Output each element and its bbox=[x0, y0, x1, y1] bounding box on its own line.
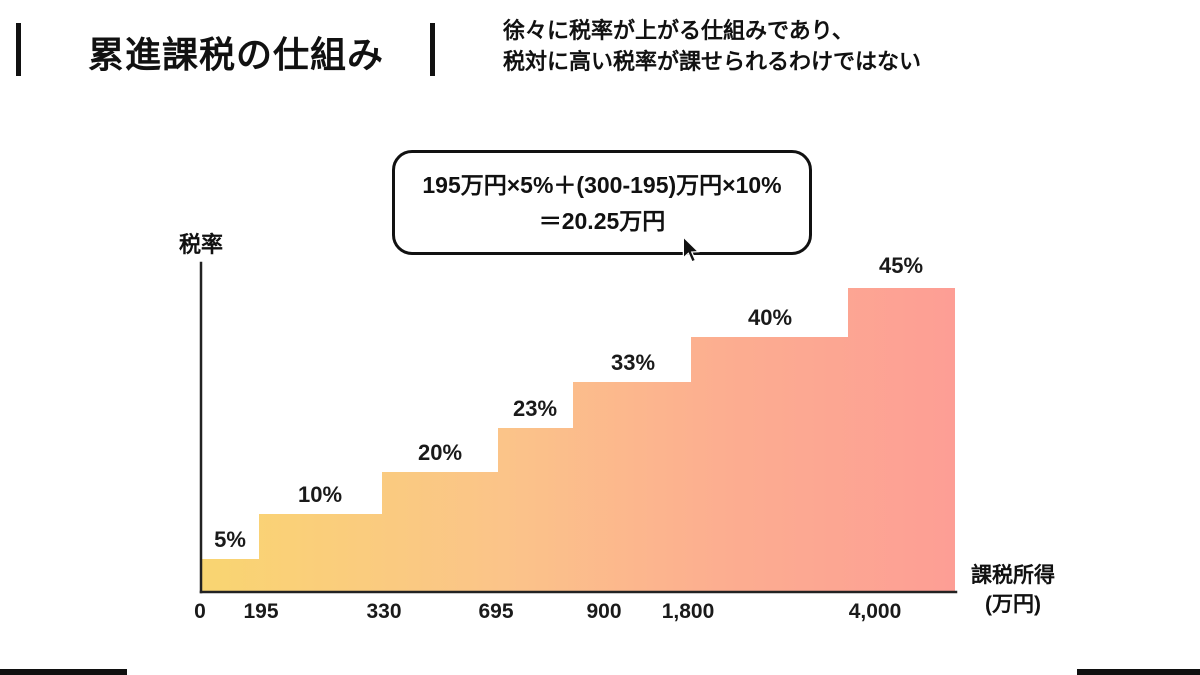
x-tick-1800: 1,800 bbox=[661, 600, 715, 623]
page-title: 累進課税の仕組み bbox=[88, 34, 385, 75]
x-tick-900: 900 bbox=[586, 600, 622, 623]
formula-line-2: ＝20.25万円 bbox=[538, 207, 666, 234]
subtitle-line-2: 税対に高い税率が課せられるわけではない bbox=[503, 49, 922, 74]
formula-line-1: 195万円×5%＋(300-195)万円×10% bbox=[422, 171, 782, 198]
progress-bar-segment-left bbox=[0, 669, 127, 675]
step-label-45pct: 45% bbox=[878, 253, 924, 278]
mouse-cursor-icon bbox=[682, 236, 700, 263]
step-label-40pct: 40% bbox=[747, 305, 793, 330]
x-axis-title-line-2: (万円) bbox=[985, 593, 1041, 616]
title-accent-bar-right bbox=[430, 23, 435, 76]
x-tick-195: 195 bbox=[243, 600, 279, 623]
x-axis-title: 課税所得 (万円) bbox=[960, 561, 1066, 619]
staircase-area bbox=[201, 288, 955, 592]
subtitle-line-1: 徐々に税率が上がる仕組みであり、 bbox=[503, 18, 854, 43]
x-tick-0: 0 bbox=[194, 600, 206, 623]
title-accent-bar-left bbox=[16, 23, 21, 76]
y-axis-title: 税率 bbox=[179, 232, 224, 257]
step-label-10pct: 10% bbox=[297, 482, 343, 507]
x-tick-4000: 4,000 bbox=[848, 600, 902, 623]
subtitle: 徐々に税率が上がる仕組みであり、 税対に高い税率が課せられるわけではない bbox=[503, 15, 921, 77]
x-axis-title-line-1: 課税所得 bbox=[971, 564, 1055, 587]
formula-callout: 195万円×5%＋(300-195)万円×10% ＝20.25万円 bbox=[392, 150, 812, 255]
step-label-33pct: 33% bbox=[610, 350, 656, 375]
step-label-23pct: 23% bbox=[512, 396, 558, 421]
x-tick-330: 330 bbox=[366, 600, 402, 623]
x-tick-695: 695 bbox=[478, 600, 514, 623]
progress-bar-segment-right bbox=[1077, 669, 1200, 675]
step-label-5pct: 5% bbox=[214, 527, 246, 552]
step-label-20pct: 20% bbox=[417, 440, 463, 465]
